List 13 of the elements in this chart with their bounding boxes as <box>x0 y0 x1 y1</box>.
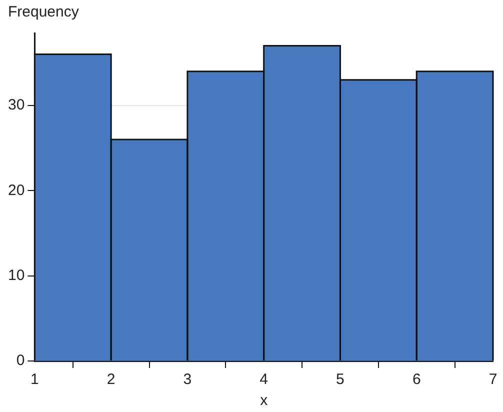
x-tick-label: 1 <box>30 371 39 388</box>
x-tick-label: 4 <box>260 371 268 388</box>
x-tick-label: 6 <box>412 371 421 388</box>
y-tick-label: 20 <box>8 182 25 199</box>
y-axis-title: Frequency <box>8 4 80 21</box>
x-tick-label: 5 <box>336 371 344 388</box>
y-tick-label: 0 <box>16 352 25 370</box>
y-tick-label: 10 <box>8 266 25 284</box>
y-tick-label: 30 <box>8 96 25 114</box>
x-tick-label: 2 <box>106 371 116 388</box>
x-tick-label: 7 <box>488 371 498 388</box>
x-tick-label: 3 <box>183 371 192 388</box>
x-axis-title: x <box>260 392 268 410</box>
